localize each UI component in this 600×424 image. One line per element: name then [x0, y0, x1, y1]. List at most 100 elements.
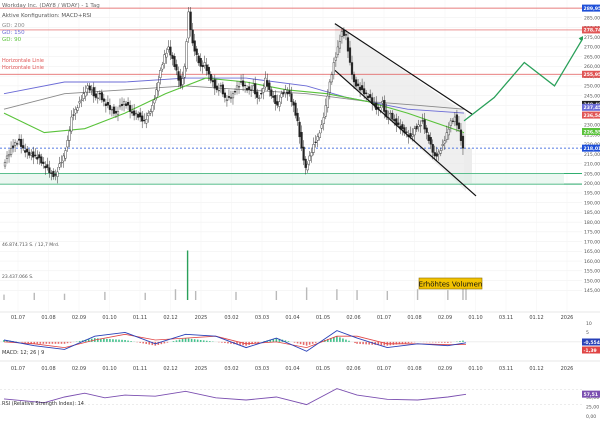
- x-tick-label: 03.03: [255, 315, 269, 321]
- x-tick-label: 01.07: [11, 366, 25, 372]
- x-tick-label: 01.05: [316, 366, 330, 372]
- candle-body: [139, 113, 141, 117]
- price-tag-text: 289,95: [584, 6, 600, 12]
- candle-body: [155, 90, 157, 98]
- candle-body: [442, 144, 444, 146]
- candle-body: [270, 90, 272, 96]
- volume-bar: [276, 291, 277, 300]
- candle-body: [178, 71, 180, 80]
- candle-body: [81, 100, 83, 101]
- candle-body: [40, 157, 42, 163]
- candle-body: [176, 64, 178, 70]
- volume-bar: [336, 289, 337, 300]
- candle-body: [14, 142, 16, 145]
- candle-body: [343, 30, 345, 35]
- candle-body: [57, 172, 59, 177]
- candle-body: [216, 86, 218, 90]
- price-tick-label: 230,00: [584, 123, 600, 129]
- volume-bar: [175, 289, 176, 300]
- macd-hist-bar: [294, 342, 296, 343]
- candle-body: [452, 121, 454, 122]
- candle-body: [95, 94, 97, 98]
- candle-body: [266, 80, 268, 86]
- volume-bar: [64, 294, 65, 300]
- x-tick-label: 01.04: [285, 315, 299, 321]
- price-axis[interactable]: 145,00150,00155,00160,00165,00170,00175,…: [583, 0, 600, 312]
- candle-body: [111, 109, 113, 110]
- candle-body: [220, 85, 222, 86]
- chart-title: Workday Inc. (DAY8 / WDAY) - 1 Tag: [2, 3, 100, 9]
- x-tick-label: 01.11: [133, 366, 147, 372]
- macd-hist-bar: [64, 342, 66, 344]
- x-tick-label: 02.09: [438, 315, 452, 321]
- macd-hist-bar: [197, 340, 199, 342]
- macd-hist-bar: [167, 342, 169, 343]
- macd-hist-bar: [97, 338, 99, 342]
- candle-body: [301, 132, 303, 148]
- macd-hist-bar: [303, 342, 305, 345]
- candle-body: [192, 30, 194, 43]
- price-tick-label: 250,00: [584, 84, 600, 90]
- candle-body: [246, 88, 248, 90]
- candle-body: [20, 139, 22, 146]
- price-tick-label: 275,00: [584, 35, 600, 41]
- macd-hist-bar: [121, 340, 123, 342]
- candle-body: [113, 107, 115, 114]
- x-tick-label: 02.09: [72, 315, 86, 321]
- price-tick-label: 200,00: [584, 181, 600, 187]
- price-tick-label: 145,00: [584, 288, 600, 294]
- x-tick-label: 01.07: [11, 315, 25, 321]
- macd-panel: 1050-5-0,554-1,39: [0, 321, 600, 355]
- candle-body: [12, 146, 14, 148]
- macd-hist-bar: [188, 338, 190, 341]
- candle-body: [367, 96, 369, 98]
- legend-gd90[interactable]: GD: 90: [2, 37, 22, 43]
- candle-body: [55, 174, 57, 175]
- macd-hist-bar: [227, 342, 229, 344]
- macd-hist-bar: [173, 341, 175, 342]
- x-tick-label: 03.11: [499, 366, 513, 372]
- candle-body: [214, 80, 216, 89]
- x-tick-label: 02.09: [72, 366, 86, 372]
- candle-body: [232, 94, 234, 98]
- price-tick-label: 210,00: [584, 162, 600, 168]
- macd-hist-bar: [46, 342, 48, 344]
- macd-hist-bar: [118, 340, 120, 342]
- candle-body: [264, 78, 266, 87]
- price-tick-label: 265,00: [584, 54, 600, 60]
- candle-body: [121, 104, 123, 106]
- candle-body: [446, 133, 448, 140]
- macd-hist-bar: [297, 342, 299, 344]
- legend-gd150[interactable]: GD: 150: [2, 30, 25, 36]
- macd-hist-bar: [288, 341, 290, 342]
- candle-body: [174, 56, 176, 67]
- candle-body: [436, 154, 438, 157]
- legend-gd200[interactable]: GD: 200: [2, 23, 25, 29]
- candle-body: [107, 102, 109, 105]
- config-label[interactable]: Aktive Konfiguration: MACD+RSI: [2, 13, 92, 19]
- candle-body: [361, 85, 363, 89]
- macd-value-text: -0,554: [584, 340, 600, 346]
- level-label-1: Horizontale Linie: [2, 58, 44, 64]
- candle-body: [184, 66, 186, 77]
- x-tick-label: 02.06: [346, 315, 360, 321]
- x-tick-label: 01.08: [407, 366, 421, 372]
- candle-body: [226, 100, 228, 101]
- candle-body: [8, 154, 10, 156]
- macd-hist-bar: [435, 342, 437, 343]
- candle-body: [87, 86, 89, 89]
- price-tick-label: 270,00: [584, 45, 600, 51]
- candle-body: [418, 125, 420, 127]
- macd-hist-bar: [164, 342, 166, 344]
- candle-body: [222, 85, 224, 94]
- candle-body: [159, 70, 161, 77]
- candle-body: [309, 156, 311, 161]
- volume-bar: [187, 251, 188, 301]
- candle-body: [79, 101, 81, 103]
- macd-hist-bar: [124, 340, 126, 342]
- x-tick-label: 01.08: [41, 366, 55, 372]
- candle-body: [238, 86, 240, 87]
- macd-hist-bar: [109, 339, 111, 342]
